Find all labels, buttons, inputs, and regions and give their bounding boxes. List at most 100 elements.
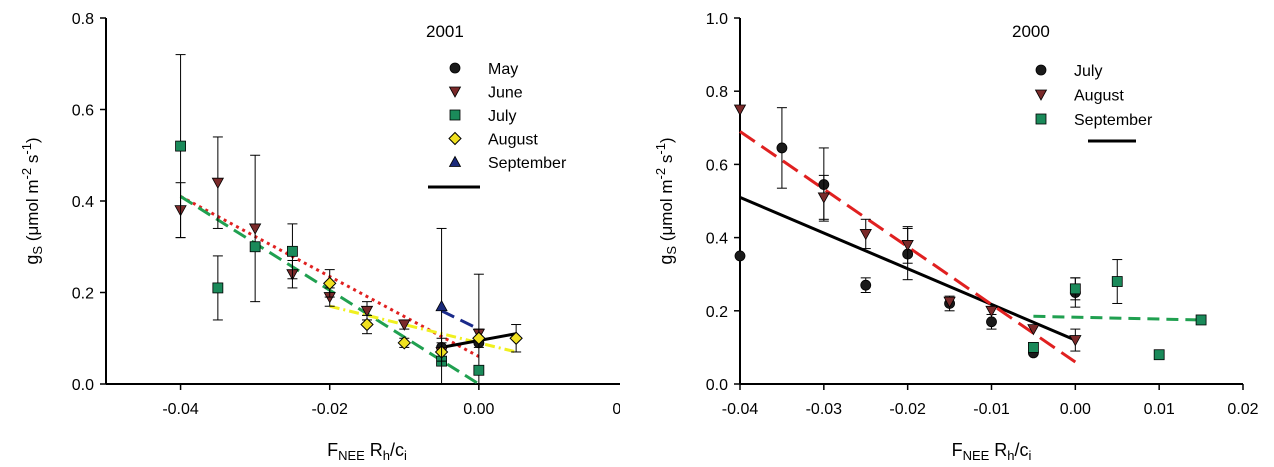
y-label-part: s	[657, 155, 676, 168]
series-july	[175, 54, 485, 376]
y-label-superscript: -1	[653, 143, 668, 155]
data-point	[859, 229, 872, 241]
legend-label: July	[488, 108, 516, 125]
data-point	[733, 104, 747, 116]
y-tick-label: 0.8	[706, 84, 728, 101]
fit-line	[329, 304, 517, 354]
x-tick-label: 0.02	[1227, 401, 1258, 418]
data-point	[175, 140, 186, 152]
legend-label: August	[1074, 88, 1124, 105]
data-point	[435, 299, 448, 312]
series-august	[733, 104, 1082, 352]
data-point	[397, 336, 411, 350]
legend-label: May	[488, 61, 518, 78]
legend-marker	[1035, 113, 1047, 125]
y-axis-label: gS (μmol m-2 s-1)	[19, 137, 45, 264]
y-axis-label: gS (μmol m-2 s-1)	[653, 137, 679, 264]
y-label-superscript: -2	[19, 168, 34, 180]
data-point	[1111, 276, 1123, 287]
data-point	[472, 331, 486, 345]
series-september	[435, 227, 448, 385]
y-tick-label: 0.6	[706, 157, 728, 174]
series-august	[323, 269, 523, 362]
x-tick-label: -0.04	[162, 401, 199, 418]
data-point	[985, 305, 998, 318]
fit-line	[739, 130, 1077, 364]
legend-title: 2001	[426, 22, 464, 41]
legend-marker	[448, 86, 462, 98]
x-tick-label: -0.02	[311, 401, 348, 418]
y-tick-label: 0.4	[72, 194, 94, 211]
chart-2001: 0.0 0.2 0.4 0.6 0.8 -0.04 -0.02 0.00 0.02 FNEE Rh…	[19, 11, 620, 463]
data-point	[776, 142, 788, 154]
legend-label: August	[488, 132, 538, 149]
data-point	[986, 316, 997, 328]
x-tick-label: 0.00	[463, 401, 494, 418]
y-label-superscript: -2	[653, 168, 668, 180]
data-point	[1028, 341, 1039, 353]
y-label-part: g	[656, 255, 676, 265]
data-point	[398, 319, 411, 331]
legend-label: June	[488, 85, 523, 102]
legend-marker	[449, 109, 461, 121]
data-point	[360, 305, 374, 318]
data-point	[1153, 349, 1165, 361]
x-label-part: F	[327, 440, 338, 460]
legend-marker	[1034, 89, 1048, 101]
y-tick-label: 0.0	[706, 377, 728, 394]
fit-line	[1033, 314, 1202, 322]
x-label-part: /c	[390, 440, 404, 460]
y-tick-label: 1.0	[706, 11, 728, 28]
legend-title: 2000	[1012, 22, 1050, 41]
x-label-subscript: i	[1029, 448, 1032, 463]
chart-2000: 0.0 0.2 0.4 0.6 0.8 1.0 -0.04 -0.03 -0.02 -0.01 0.…	[653, 11, 1259, 463]
legend-marker	[448, 155, 462, 167]
legend-marker	[449, 62, 461, 74]
y-tick-label: 0.6	[72, 103, 94, 120]
fit-line	[440, 309, 480, 331]
data-point	[211, 177, 225, 190]
legend-marker	[1035, 64, 1047, 76]
x-tick-label: -0.02	[889, 401, 926, 418]
y-label-subscript: S	[664, 246, 679, 255]
x-label-subscript: h	[383, 448, 390, 463]
data-point	[509, 331, 523, 345]
x-label-part: R	[365, 440, 383, 460]
x-label-part: /c	[1015, 440, 1029, 460]
data-point	[473, 364, 485, 376]
y-label-subscript: S	[30, 246, 45, 255]
y-label-part: )	[657, 137, 676, 143]
x-tick-label: -0.01	[973, 401, 1010, 418]
data-point	[323, 276, 337, 291]
y-label-part: s	[23, 155, 42, 168]
legend-marker	[448, 131, 462, 146]
x-axis-label: FNEE Rh/ci	[952, 440, 1032, 463]
x-label-subscript: h	[1007, 448, 1014, 463]
x-tick-label: -0.03	[806, 401, 843, 418]
data-point	[901, 240, 914, 252]
legend-label: September	[1074, 112, 1153, 129]
y-label-part: (μmol m	[657, 179, 676, 245]
y-label-part: )	[23, 137, 42, 143]
data-point	[734, 250, 746, 262]
y-tick-label: 0.0	[72, 377, 94, 394]
series-september	[1028, 259, 1207, 361]
y-tick-label: 0.2	[72, 286, 94, 303]
data-point	[249, 241, 261, 253]
x-tick-label: 0.01	[1144, 401, 1175, 418]
data-point	[943, 296, 956, 308]
data-point	[860, 279, 872, 291]
y-label-part: (μmol m	[23, 179, 42, 245]
x-label-subscript: NEE	[963, 448, 990, 463]
data-point	[1069, 283, 1081, 295]
y-tick-label: 0.8	[72, 11, 94, 28]
data-point	[212, 282, 224, 294]
x-label-part: F	[952, 440, 963, 460]
x-label-part: R	[989, 440, 1007, 460]
data-point	[360, 317, 374, 332]
data-point	[1195, 314, 1207, 326]
x-tick-label: -0.04	[722, 401, 759, 418]
y-tick-label: 0.2	[706, 304, 728, 321]
data-point	[287, 245, 298, 257]
